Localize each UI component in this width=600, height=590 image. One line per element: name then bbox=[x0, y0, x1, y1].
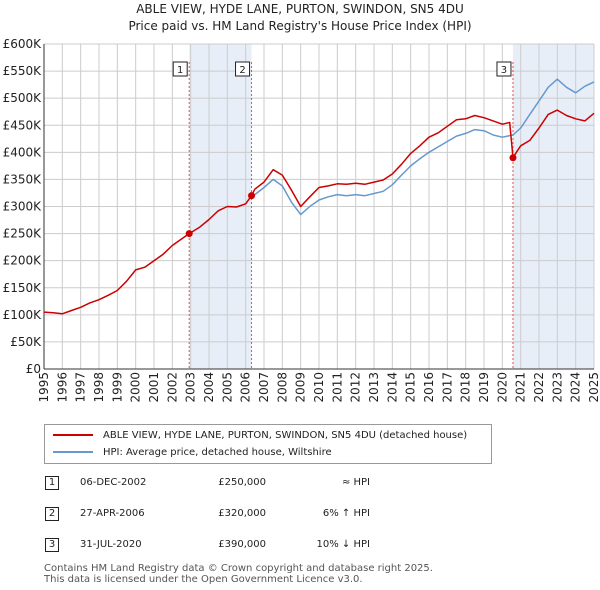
x-tick-label: 2001 bbox=[147, 372, 161, 403]
x-tick-label: 2008 bbox=[275, 372, 289, 403]
x-tick-label: 2003 bbox=[184, 372, 198, 403]
x-tick-label: 2000 bbox=[129, 372, 143, 403]
transaction-marker-number: 1 bbox=[177, 65, 183, 76]
y-tick-label: £400K bbox=[3, 145, 43, 159]
x-tick-label: 2020 bbox=[495, 372, 509, 403]
x-tick-label: 2018 bbox=[459, 372, 473, 403]
transaction-marker-number: 3 bbox=[501, 65, 507, 76]
transaction-number: 3 bbox=[45, 538, 59, 552]
footer-licence: This data is licensed under the Open Gov… bbox=[44, 574, 363, 585]
x-tick-label: 2017 bbox=[440, 372, 454, 403]
transaction-row: 2 27-APR-2006 £320,000 6% ↑ HPI bbox=[0, 507, 600, 527]
x-tick-label: 2016 bbox=[422, 372, 436, 403]
transaction-number: 2 bbox=[45, 507, 59, 521]
x-tick-label: 2007 bbox=[257, 372, 271, 403]
plot-area: £0 £50K £100K £150K £200K £250K £300K £350K £400… bbox=[3, 37, 600, 403]
price-series-line bbox=[43, 109, 595, 315]
x-tick-label: 2013 bbox=[367, 372, 381, 403]
y-tick-label: £600K bbox=[3, 37, 43, 51]
x-tick-label: 2011 bbox=[330, 372, 344, 403]
x-tick-label: 2015 bbox=[404, 372, 418, 403]
x-tick-label: 2024 bbox=[569, 372, 583, 403]
x-tick-label: 2021 bbox=[514, 372, 528, 403]
transaction-marker-number: 2 bbox=[239, 65, 245, 76]
transaction-marker-box bbox=[496, 61, 512, 77]
legend-price-label: ABLE VIEW, HYDE LANE, PURTON, SWINDON, S… bbox=[103, 429, 468, 441]
y-tick-label: £450K bbox=[3, 118, 43, 132]
transaction-price: £390,000 bbox=[218, 539, 266, 550]
footer-copyright: Contains HM Land Registry data © Crown c… bbox=[44, 563, 433, 574]
legend-entry-hpi: HPI: Average price, detached house, Wilt… bbox=[53, 444, 332, 460]
transaction-date: 06-DEC-2002 bbox=[80, 477, 147, 488]
y-tick-label: £500K bbox=[3, 91, 43, 105]
hpi-series-line bbox=[251, 78, 595, 216]
x-tick-label: 1995 bbox=[37, 372, 51, 403]
x-tick-label: 2002 bbox=[165, 372, 179, 403]
x-tick-label: 2006 bbox=[239, 372, 253, 403]
transaction-number: 1 bbox=[45, 476, 59, 490]
x-tick-label: 1999 bbox=[110, 372, 124, 403]
y-tick-label: £150K bbox=[3, 281, 43, 295]
chart-title: ABLE VIEW, HYDE LANE, PURTON, SWINDON, S… bbox=[136, 2, 464, 16]
transaction-marker-box bbox=[235, 61, 251, 77]
x-tick-label: 1996 bbox=[55, 372, 69, 403]
y-tick-label: £100K bbox=[3, 308, 43, 322]
footer: Contains HM Land Registry data © Crown c… bbox=[44, 563, 433, 585]
transaction-hpi-relation: ≈ HPI bbox=[341, 477, 370, 488]
y-tick-label: £200K bbox=[3, 254, 43, 268]
x-tick-label: 2005 bbox=[220, 372, 234, 403]
y-tick-label: £350K bbox=[3, 172, 43, 186]
legend: ABLE VIEW, HYDE LANE, PURTON, SWINDON, S… bbox=[44, 424, 492, 464]
transaction-marker-box bbox=[172, 61, 188, 77]
x-tick-label: 2010 bbox=[312, 372, 326, 403]
price-chart: ABLE VIEW, HYDE LANE, PURTON, SWINDON, S… bbox=[3, 2, 600, 403]
sale-point bbox=[248, 192, 256, 200]
y-tick-label: £250K bbox=[3, 227, 43, 241]
x-tick-label: 1997 bbox=[74, 372, 88, 403]
transaction-date: 27-APR-2006 bbox=[80, 508, 145, 519]
y-tick-label: £300K bbox=[3, 200, 43, 214]
legend-hpi-swatch bbox=[53, 451, 93, 453]
x-tick-label: 2014 bbox=[385, 372, 399, 403]
x-tick-label: 2022 bbox=[532, 372, 546, 403]
x-tick-label: 2004 bbox=[202, 372, 216, 403]
y-tick-label: £550K bbox=[3, 64, 43, 78]
x-tick-label: 2012 bbox=[349, 372, 363, 403]
x-tick-label: 2025 bbox=[587, 372, 600, 403]
x-tick-label: 2019 bbox=[477, 372, 491, 403]
transaction-hpi-relation: 10% ↓ HPI bbox=[316, 539, 370, 550]
y-tick-label: £0 bbox=[26, 362, 41, 376]
y-tick-label: £50K bbox=[10, 335, 42, 349]
transaction-date: 31-JUL-2020 bbox=[80, 539, 142, 550]
legend-hpi-label: HPI: Average price, detached house, Wilt… bbox=[103, 446, 332, 458]
x-tick-label: 2023 bbox=[550, 372, 564, 403]
legend-entry-price: ABLE VIEW, HYDE LANE, PURTON, SWINDON, S… bbox=[53, 427, 467, 443]
transaction-row: 3 31-JUL-2020 £390,000 10% ↓ HPI bbox=[0, 538, 600, 558]
transaction-price: £320,000 bbox=[218, 508, 266, 519]
legend-price-swatch bbox=[53, 434, 93, 436]
x-tick-label: 2009 bbox=[294, 372, 308, 403]
transaction-hpi-relation: 6% ↑ HPI bbox=[322, 508, 370, 519]
transaction-row: 1 06-DEC-2002 £250,000 ≈ HPI bbox=[0, 476, 600, 496]
sale-point bbox=[185, 230, 193, 238]
x-tick-label: 1998 bbox=[92, 372, 106, 403]
chart-subtitle: Price paid vs. HM Land Registry's House … bbox=[128, 19, 471, 33]
sale-point bbox=[509, 154, 517, 162]
transaction-price: £250,000 bbox=[218, 477, 266, 488]
